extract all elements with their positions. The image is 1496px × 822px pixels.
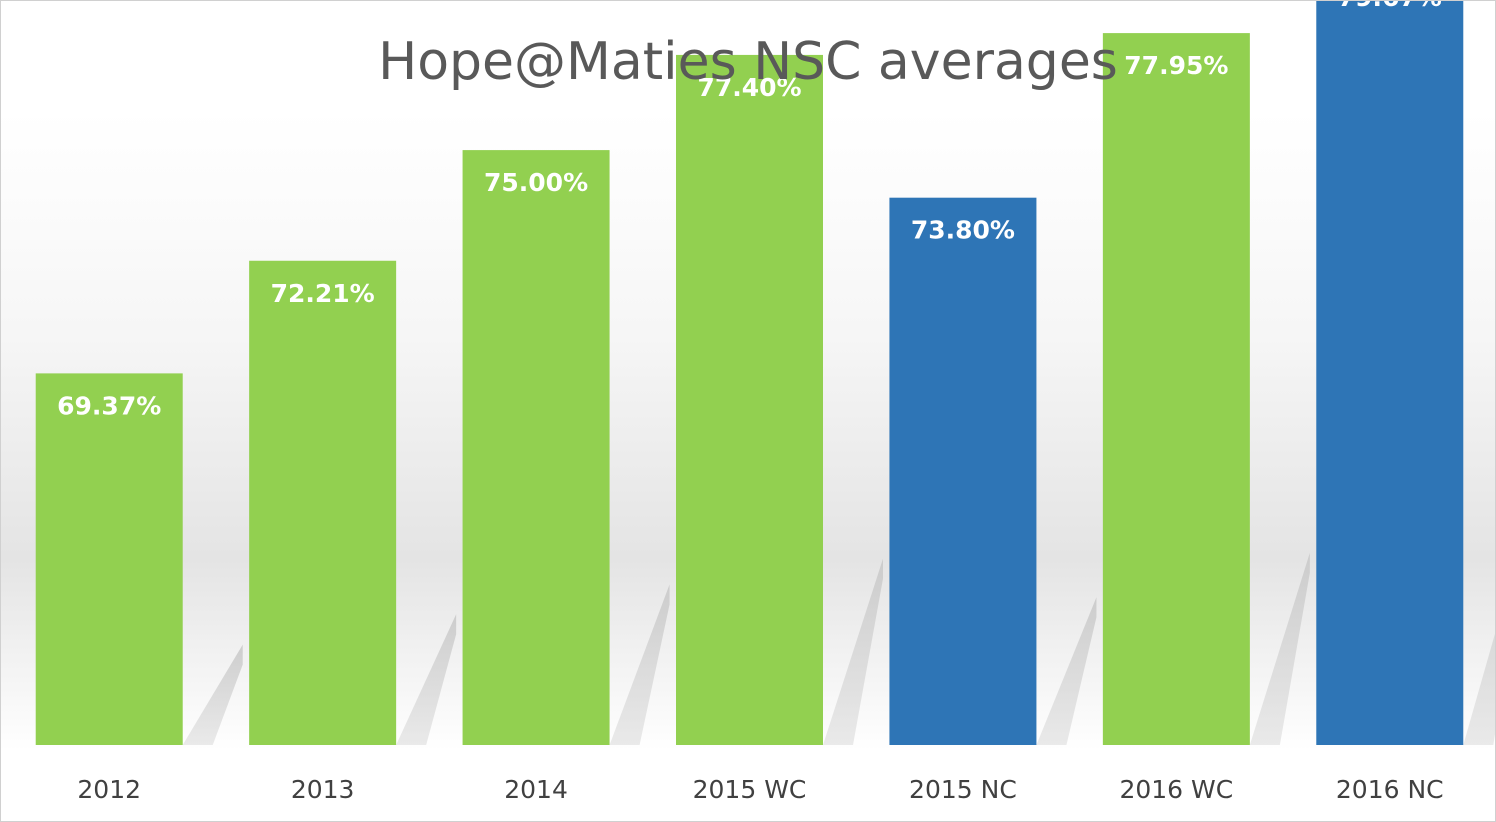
bar-2015-nc xyxy=(889,197,1037,745)
data-labels-group: 69.37% 72.21% 75.00% 77.40% 73.80% 77.95% 79.6… xyxy=(57,1,1442,420)
bar-2013 xyxy=(249,260,397,745)
data-label: 77.95% xyxy=(1124,51,1228,80)
data-label: 79.67% xyxy=(1338,1,1442,12)
bar-shadow xyxy=(396,614,457,745)
x-tick-label: 2012 xyxy=(77,775,141,804)
bar-shadow xyxy=(182,644,243,745)
bar-shadow xyxy=(823,558,883,745)
data-label: 69.37% xyxy=(57,391,161,420)
bar-shadow xyxy=(1249,552,1310,745)
x-tick-label: 2014 xyxy=(504,775,568,804)
bar-shadow xyxy=(609,584,670,745)
bar-shadow xyxy=(1463,633,1495,745)
bar-2016-wc xyxy=(1102,33,1250,745)
chart-title: Hope@Maties NSC averages xyxy=(378,32,1118,92)
bar-shadow xyxy=(1036,597,1097,745)
data-label: 77.40% xyxy=(697,73,801,102)
bar-shadows xyxy=(182,552,1495,745)
bar-2015-wc xyxy=(676,54,823,745)
bars-group xyxy=(35,1,1464,746)
bar-2016-nc xyxy=(1316,1,1464,745)
x-tick-label: 2016 NC xyxy=(1336,775,1444,804)
bar-2014 xyxy=(462,150,610,746)
x-tick-label: 2015 NC xyxy=(909,775,1017,804)
bar-2012 xyxy=(35,373,183,745)
x-tick-label: 2016 WC xyxy=(1119,775,1233,804)
x-tick-label: 2013 xyxy=(291,775,355,804)
data-label: 73.80% xyxy=(911,216,1015,245)
x-tick-labels-group: 2012 2013 2014 2015 WC 2015 NC 2016 WC 2016 NC xyxy=(77,775,1443,804)
x-tick-label: 2015 WC xyxy=(693,775,807,804)
data-label: 75.00% xyxy=(484,168,588,197)
data-label: 72.21% xyxy=(271,279,375,308)
